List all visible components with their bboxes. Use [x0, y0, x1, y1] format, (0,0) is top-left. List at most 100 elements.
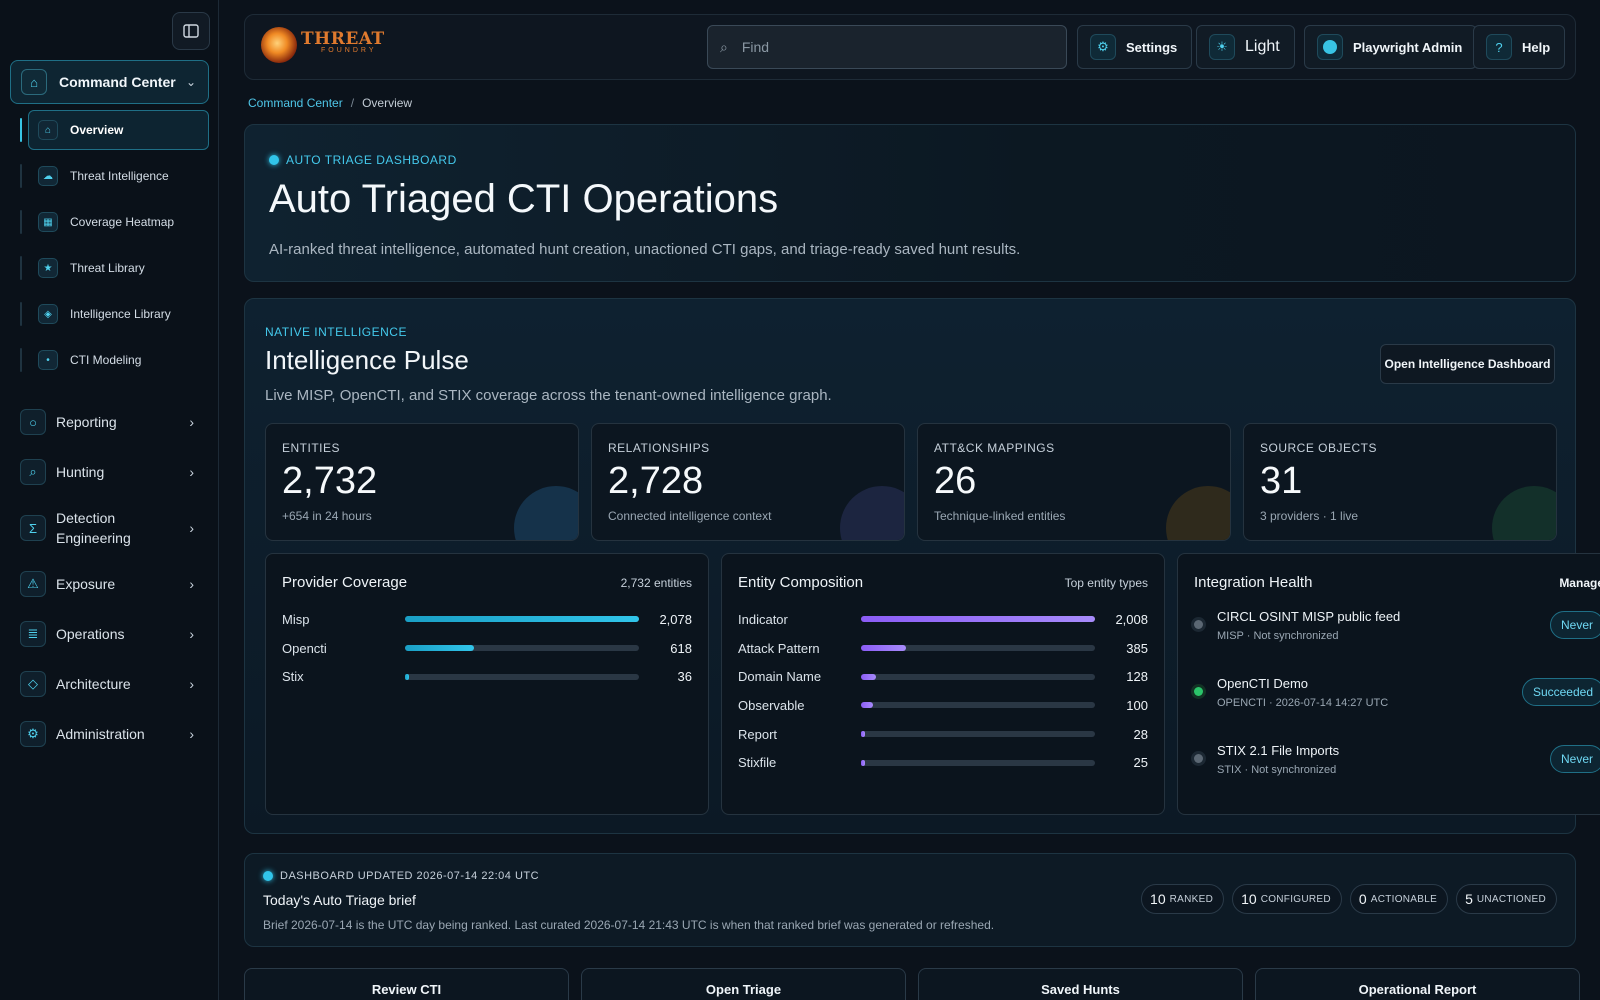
theme-label: Light	[1245, 38, 1280, 55]
integration-item[interactable]: STIX 2.1 File Imports STIX · Not synchro…	[1194, 743, 1600, 810]
integration-text: OpenCTI Demo OPENCTI · 2026-07-14 14:27 …	[1217, 676, 1388, 709]
chip-label: UNACTIONED	[1476, 893, 1546, 905]
sidebar-item-overview[interactable]: ⌂ Overview	[20, 110, 210, 150]
bar-value: 618	[670, 640, 692, 656]
breadcrumb-link[interactable]: Command Center	[248, 96, 343, 110]
stat-card-entities[interactable]: ENTITIES 2,732 +654 in 24 hours	[265, 423, 579, 541]
brief-title: Today's Auto Triage brief	[263, 892, 416, 908]
sidebar-item-hunting[interactable]: ⌕ Hunting ›	[20, 447, 210, 497]
search-input[interactable]	[741, 39, 1042, 55]
sidebar-item-detection-engineering[interactable]: Σ Detection Engineering ›	[20, 497, 210, 559]
user-menu-button[interactable]: Playwright Admin	[1304, 25, 1478, 69]
stat-card-source-objects[interactable]: SOURCE OBJECTS 31 3 providers · 1 live	[1243, 423, 1557, 541]
sidebar-item-threat-library[interactable]: ★ Threat Library	[20, 248, 210, 288]
sidebar-item-threat-intelligence[interactable]: ☁ Threat Intelligence	[20, 156, 210, 196]
theme-toggle-button[interactable]: ☀ Light	[1196, 25, 1295, 69]
sidebar-item-operations[interactable]: ≣ Operations ›	[20, 609, 210, 659]
integration-text: STIX 2.1 File Imports STIX · Not synchro…	[1217, 743, 1339, 776]
sidebar-item-label: Threat Library	[70, 261, 145, 275]
nav-group-command-center[interactable]: ⌂ Command Center ⌄	[10, 60, 209, 104]
bar-fill	[861, 731, 865, 738]
hero-eyebrow: AUTO TRIAGE DASHBOARD	[269, 153, 457, 167]
bar-track	[861, 702, 1095, 709]
sidebar-item-administration[interactable]: ⚙ Administration ›	[20, 709, 210, 759]
stat-note: 3 providers · 1 live	[1260, 509, 1359, 523]
integration-item[interactable]: OpenCTI Demo OPENCTI · 2026-07-14 14:27 …	[1194, 676, 1600, 743]
settings-button[interactable]: ⚙ Settings	[1077, 25, 1193, 69]
bar-track	[861, 673, 1095, 680]
stat-value: 2,732	[282, 460, 378, 502]
status-badge: Succeeded	[1521, 678, 1600, 706]
bar-value: 100	[1126, 697, 1148, 713]
diamond-icon: ◈	[38, 304, 58, 324]
sidebar-nav: ○ Reporting › ⌕ Hunting › Σ Detection En…	[20, 397, 210, 759]
panel-meta: 2,732 entities	[620, 575, 692, 590]
operational-report-button[interactable]: Operational Report	[1255, 968, 1580, 1000]
help-button[interactable]: ? Help	[1473, 25, 1566, 69]
bar-row: Domain Name 128	[738, 662, 1148, 691]
chevron-right-icon: ›	[189, 464, 194, 480]
panel-header: Entity Composition Top entity types	[738, 574, 1148, 591]
panel-title: Entity Composition	[738, 574, 864, 591]
chip-label: RANKED	[1169, 893, 1214, 905]
panel-toggle-icon	[183, 24, 199, 38]
bar-fill	[861, 759, 865, 766]
count-chip-ranked: 10 RANKED	[1141, 884, 1225, 914]
stat-note: +654 in 24 hours	[282, 509, 372, 523]
status-dot-icon	[1194, 754, 1203, 763]
integration-item[interactable]: CIRCL OSINT MISP public feed MISP · Not …	[1194, 609, 1600, 676]
saved-hunts-button[interactable]: Saved Hunts	[918, 968, 1243, 1000]
diamond-icon: ◇	[20, 671, 46, 697]
bar-label: Attack Pattern	[738, 640, 820, 656]
section-subtitle: Live MISP, OpenCTI, and STIX coverage ac…	[265, 387, 832, 404]
bar-fill	[861, 616, 1095, 623]
search-icon: ⌕	[720, 38, 728, 55]
stat-card-attack-mappings[interactable]: ATT&CK MAPPINGS 26 Technique-linked enti…	[917, 423, 1231, 541]
active-highlight	[28, 110, 209, 150]
cloud-icon: ☁	[38, 166, 58, 186]
logo-wordmark: THREAT FOUNDRY	[301, 31, 385, 57]
question-icon: ?	[1486, 34, 1512, 60]
sidebar-item-exposure[interactable]: ⚠ Exposure ›	[20, 559, 210, 609]
search-box[interactable]: ⌕	[707, 25, 1067, 69]
quick-actions: Review CTI Open Triage Saved Hunts Opera…	[244, 968, 1580, 1000]
circle-icon: ○	[20, 409, 46, 435]
settings-label: Settings	[1126, 39, 1178, 55]
sidebar-toggle-button[interactable]	[172, 12, 210, 50]
count-chip-actionable: 0 ACTIONABLE	[1349, 884, 1449, 914]
bar-label: Domain Name	[738, 669, 822, 685]
open-triage-button[interactable]: Open Triage	[581, 968, 906, 1000]
bar-row: Misp 2,078	[282, 605, 692, 634]
sidebar-item-reporting[interactable]: ○ Reporting ›	[20, 397, 210, 447]
sidebar-item-intelligence-library[interactable]: ◈ Intelligence Library	[20, 294, 210, 334]
bar-row: Opencti 618	[282, 634, 692, 663]
list-icon: ≣	[20, 621, 46, 647]
stat-label: RELATIONSHIPS	[608, 441, 710, 455]
stat-card-relationships[interactable]: RELATIONSHIPS 2,728 Connected intelligen…	[591, 423, 905, 541]
status-dot-icon	[1194, 620, 1203, 629]
warning-icon: ⚠	[20, 571, 46, 597]
sidebar-item-cti-modeling[interactable]: • CTI Modeling	[20, 340, 210, 380]
review-cti-button[interactable]: Review CTI	[244, 968, 569, 1000]
sidebar-item-label: Architecture	[56, 676, 131, 692]
breadcrumb-current: Overview	[362, 96, 413, 110]
bar-label: Misp	[282, 611, 310, 627]
bar-value: 36	[677, 669, 692, 685]
sidebar-item-label: Coverage Heatmap	[70, 215, 175, 229]
panel-title: Integration Health	[1194, 574, 1313, 591]
manage-link[interactable]: Manage	[1559, 575, 1600, 590]
bar-row: Report 28	[738, 720, 1148, 749]
logo[interactable]: THREAT FOUNDRY	[261, 27, 385, 63]
open-intelligence-dashboard-button[interactable]: Open Intelligence Dashboard	[1380, 344, 1555, 384]
sidebar-item-label: Reporting	[56, 414, 117, 430]
stat-note: Connected intelligence context	[608, 509, 772, 523]
hero-banner: AUTO TRIAGE DASHBOARD Auto Triaged CTI O…	[244, 124, 1576, 282]
sidebar-item-architecture[interactable]: ◇ Architecture ›	[20, 659, 210, 709]
breadcrumb-separator: /	[350, 96, 355, 110]
sidebar-item-coverage-heatmap[interactable]: ▦ Coverage Heatmap	[20, 202, 210, 242]
home-icon: ⌂	[21, 69, 47, 95]
avatar	[1317, 34, 1343, 60]
provider-bars: Misp 2,078 Opencti 618 Stix 36	[282, 605, 692, 691]
sidebar-item-label: Operations	[56, 626, 125, 642]
stat-value: 26	[934, 460, 977, 502]
